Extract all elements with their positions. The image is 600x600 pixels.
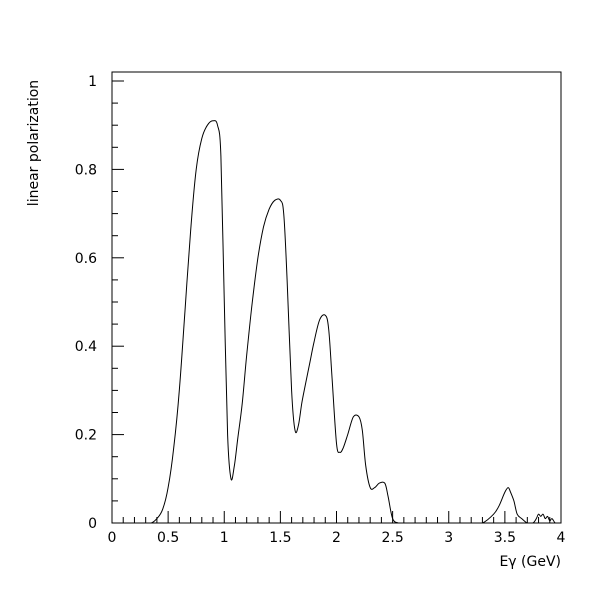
y-axis-label: linear polarization xyxy=(26,80,42,206)
x-tick-label: 0.5 xyxy=(157,530,179,546)
y-tick-label: 0.6 xyxy=(75,251,97,267)
x-tick-label: 1.5 xyxy=(269,530,291,546)
x-tick-labels: 0 0.5 1 1.5 2 2.5 3 3.5 4 xyxy=(108,530,566,546)
x-axis-label: Eγ (GeV) xyxy=(499,554,561,570)
y-tick-labels: 0 0.2 0.4 0.6 0.8 1 xyxy=(75,74,97,532)
y-axis-ticks xyxy=(112,80,124,524)
polarization-curve xyxy=(145,120,561,524)
x-tick-label: 0 xyxy=(108,530,117,546)
x-axis-ticks xyxy=(111,511,562,523)
y-tick-label: 0.2 xyxy=(75,428,97,444)
y-tick-label: 0.4 xyxy=(75,339,97,355)
y-tick-label: 0 xyxy=(88,516,97,532)
y-tick-label: 1 xyxy=(88,74,97,90)
x-tick-label: 4 xyxy=(557,530,566,546)
x-tick-label: 1 xyxy=(220,530,229,546)
x-tick-label: 2 xyxy=(332,530,341,546)
x-tick-label: 2.5 xyxy=(381,530,403,546)
plot-frame xyxy=(111,71,562,524)
x-tick-label: 3 xyxy=(444,530,453,546)
x-tick-label: 3.5 xyxy=(494,530,516,546)
y-tick-label: 0.8 xyxy=(75,162,97,178)
